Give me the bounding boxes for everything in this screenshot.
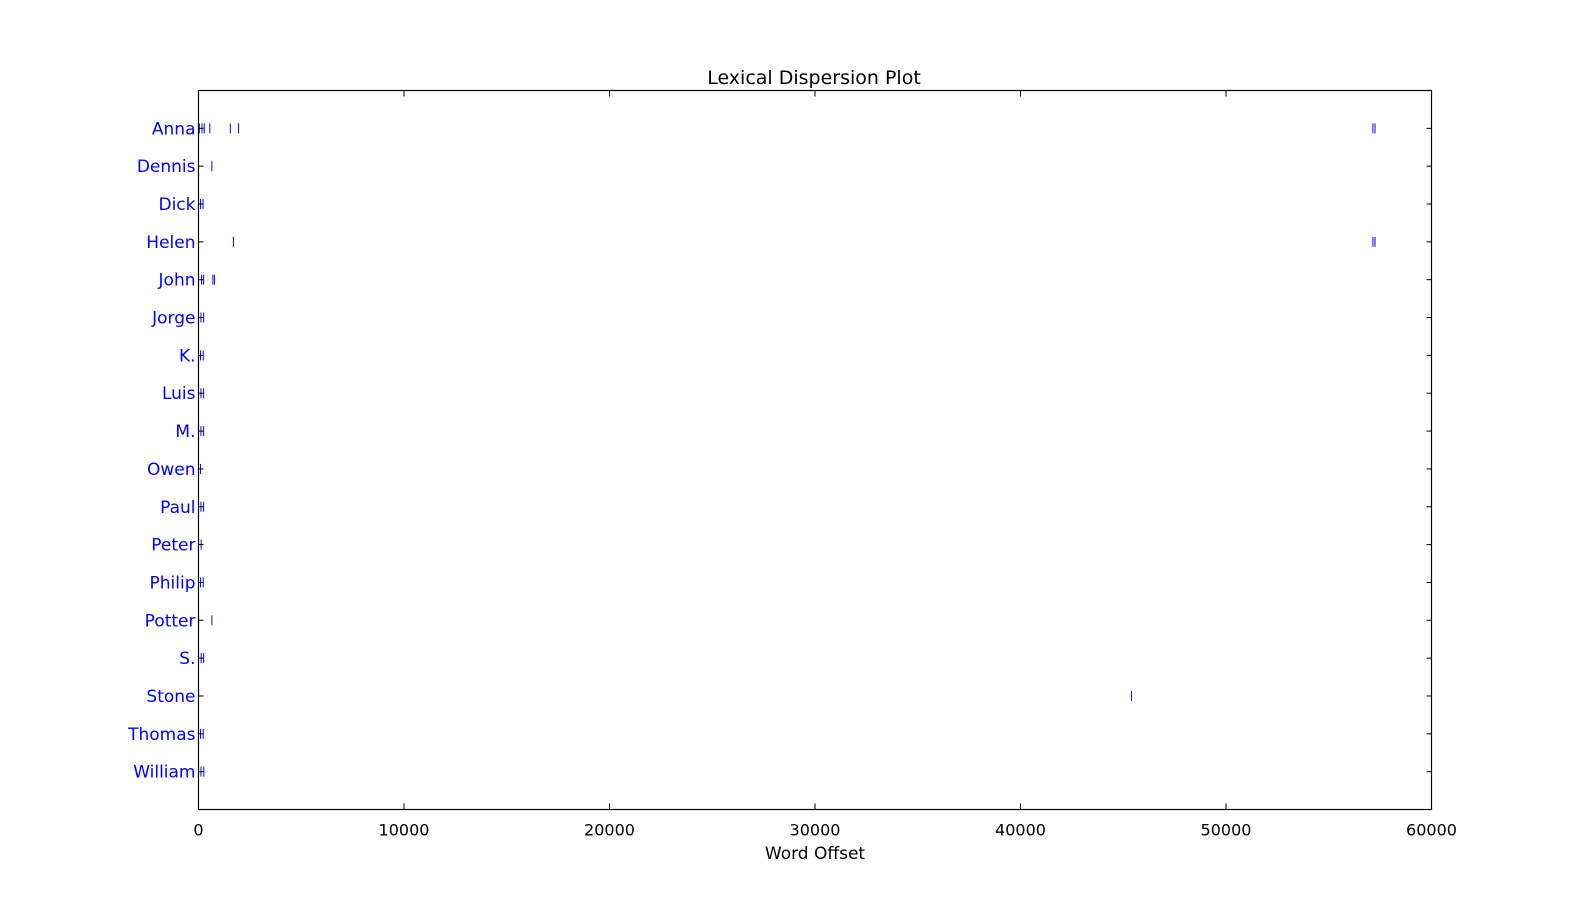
y-tick-label: Peter	[151, 536, 195, 556]
y-axis: Anna Dennis Dick Helen John Jorge K. Luis M. Owen…	[127, 119, 1432, 783]
y-tick-label: Potter	[145, 611, 196, 631]
x-axis: 0 10000 20000 30000 40000 50000 60000	[193, 90, 1457, 840]
y-tick-label: Helen	[146, 233, 195, 253]
y-tick-label: Anna	[152, 119, 196, 139]
y-tick-label: Philip	[150, 573, 196, 593]
y-tick-label: Luis	[162, 384, 196, 404]
x-tick-label: 60000	[1406, 821, 1457, 840]
y-tick-label: John	[158, 271, 196, 291]
plot-frame	[197, 89, 1433, 811]
y-tick-label: Dick	[158, 195, 195, 215]
y-tick-label: Stone	[146, 687, 195, 707]
x-tick-label: 0	[193, 821, 203, 840]
y-tick-label: Paul	[160, 498, 195, 518]
y-tick-label: K.	[179, 346, 196, 366]
x-axis-label: Word Offset	[765, 844, 866, 864]
x-tick-label: 20000	[584, 821, 635, 840]
y-tick-label: Owen	[147, 460, 196, 480]
y-tick-label: Dennis	[137, 157, 196, 177]
x-tick-label: 30000	[790, 821, 841, 840]
y-tick-label: William	[133, 763, 195, 783]
x-tick-label: 50000	[1201, 821, 1252, 840]
chart-title: Lexical Dispersion Plot	[707, 67, 921, 89]
y-tick-label: Thomas	[127, 725, 196, 745]
y-tick-label: M.	[175, 422, 195, 442]
y-tick-label: Jorge	[151, 309, 195, 329]
x-tick-label: 10000	[379, 821, 430, 840]
y-tick-label: S.	[179, 649, 195, 669]
x-tick-label: 40000	[995, 821, 1046, 840]
